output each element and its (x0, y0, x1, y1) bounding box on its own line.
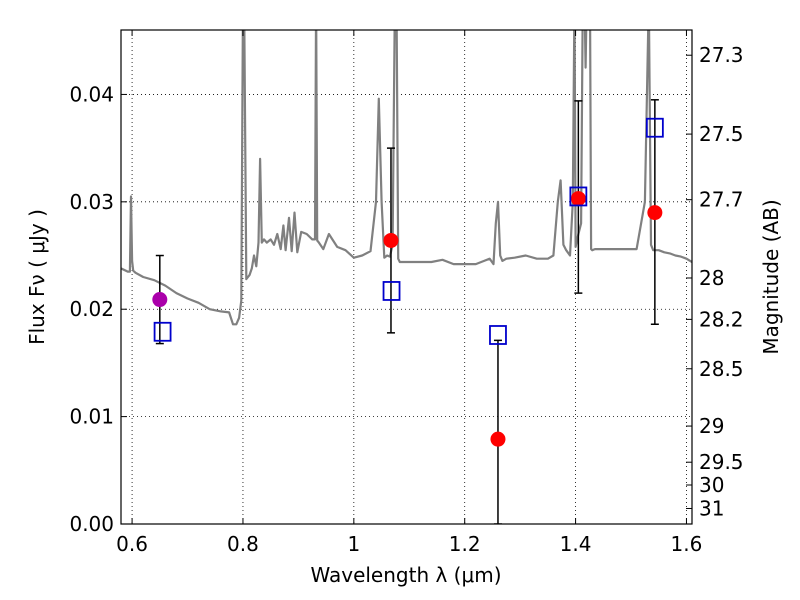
y2-tick-label: 28.2 (699, 307, 744, 331)
x-axis-title: Wavelength λ (μm) (310, 563, 501, 587)
error-bars (155, 99, 659, 524)
y2-tick-label: 31 (699, 496, 724, 520)
markers (152, 117, 664, 447)
x-tick-label: 1.6 (671, 532, 703, 556)
model-point (645, 117, 664, 138)
y-tick-label: 0.02 (69, 297, 114, 321)
y2-tick-label: 28.5 (699, 357, 744, 381)
spectrum (121, 30, 692, 326)
y2-tick-label: 27.3 (699, 43, 744, 67)
data-point (647, 205, 663, 221)
x-tick-label: 0.6 (116, 532, 148, 556)
x-tick-label: 1.4 (560, 532, 592, 556)
data-point (490, 431, 506, 447)
y-tick-label: 0.04 (69, 82, 114, 106)
y2-tick-label: 29.5 (699, 450, 744, 474)
y-tick-label: 0.01 (69, 405, 114, 429)
x-tick-label: 1.2 (449, 532, 481, 556)
model-point (489, 325, 507, 345)
y-tick-label: 0.03 (69, 190, 114, 214)
data-point (152, 292, 168, 308)
model-point (153, 321, 172, 342)
x-tick-label: 0.8 (227, 532, 259, 556)
y-tick-label: 0.00 (69, 512, 114, 536)
y2-tick-label: 28 (699, 266, 724, 290)
y2-tick-label: 27.5 (699, 122, 744, 146)
y2-tick-label: 29 (699, 414, 724, 438)
spectrum-line (121, 30, 692, 326)
grid (121, 30, 692, 525)
data-point (570, 191, 586, 207)
data-point (383, 232, 399, 248)
model-point (382, 281, 401, 301)
plot-frame (120, 29, 693, 525)
model-point (569, 186, 588, 207)
y-axis: 0.00 0.01 0.02 0.03 0.04 (69, 82, 127, 536)
y2-axis-title: Magnitude (AB) (759, 199, 783, 354)
y-axis-title: Flux Fν ( μJy ) (25, 209, 49, 345)
x-axis: 0.6 0.8 1 1.2 1.4 1.6 (116, 30, 702, 556)
y2-tick-label: 27.7 (699, 188, 744, 212)
x-tick-label: 1 (347, 532, 360, 556)
y2-tick-label: 30 (699, 473, 724, 497)
